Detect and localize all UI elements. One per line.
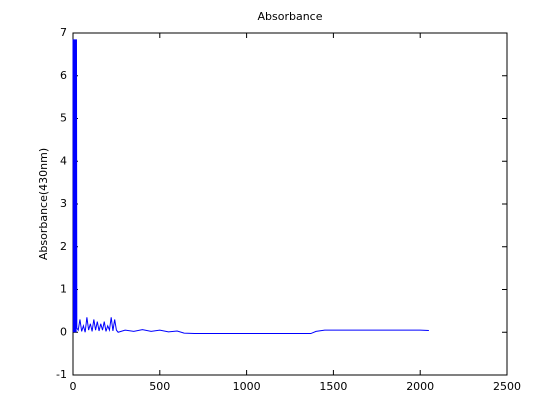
y-tick-label: 5 [60, 112, 67, 125]
data-line [72, 39, 429, 335]
x-tick-label: 500 [149, 380, 170, 393]
y-tick-label: 0 [60, 325, 67, 338]
x-tick-label: 2000 [406, 380, 434, 393]
y-tick-label: 3 [60, 197, 67, 210]
x-tick-label: 1500 [319, 380, 347, 393]
x-tick-label: 0 [70, 380, 77, 393]
y-tick-label: 2 [60, 240, 67, 253]
y-tick-label: 6 [60, 69, 67, 82]
axes-box [72, 32, 508, 376]
y-tick-label: -1 [56, 368, 67, 381]
y-axis-label: Absorbance(430nm) [37, 148, 50, 260]
x-tick-label: 2500 [493, 380, 521, 393]
chart-title: Absorbance [257, 10, 322, 23]
y-tick-label: 7 [60, 26, 67, 39]
y-tick-label: 1 [60, 283, 67, 296]
y-tick-label: 4 [60, 154, 67, 167]
x-tick-label: 1000 [233, 380, 261, 393]
